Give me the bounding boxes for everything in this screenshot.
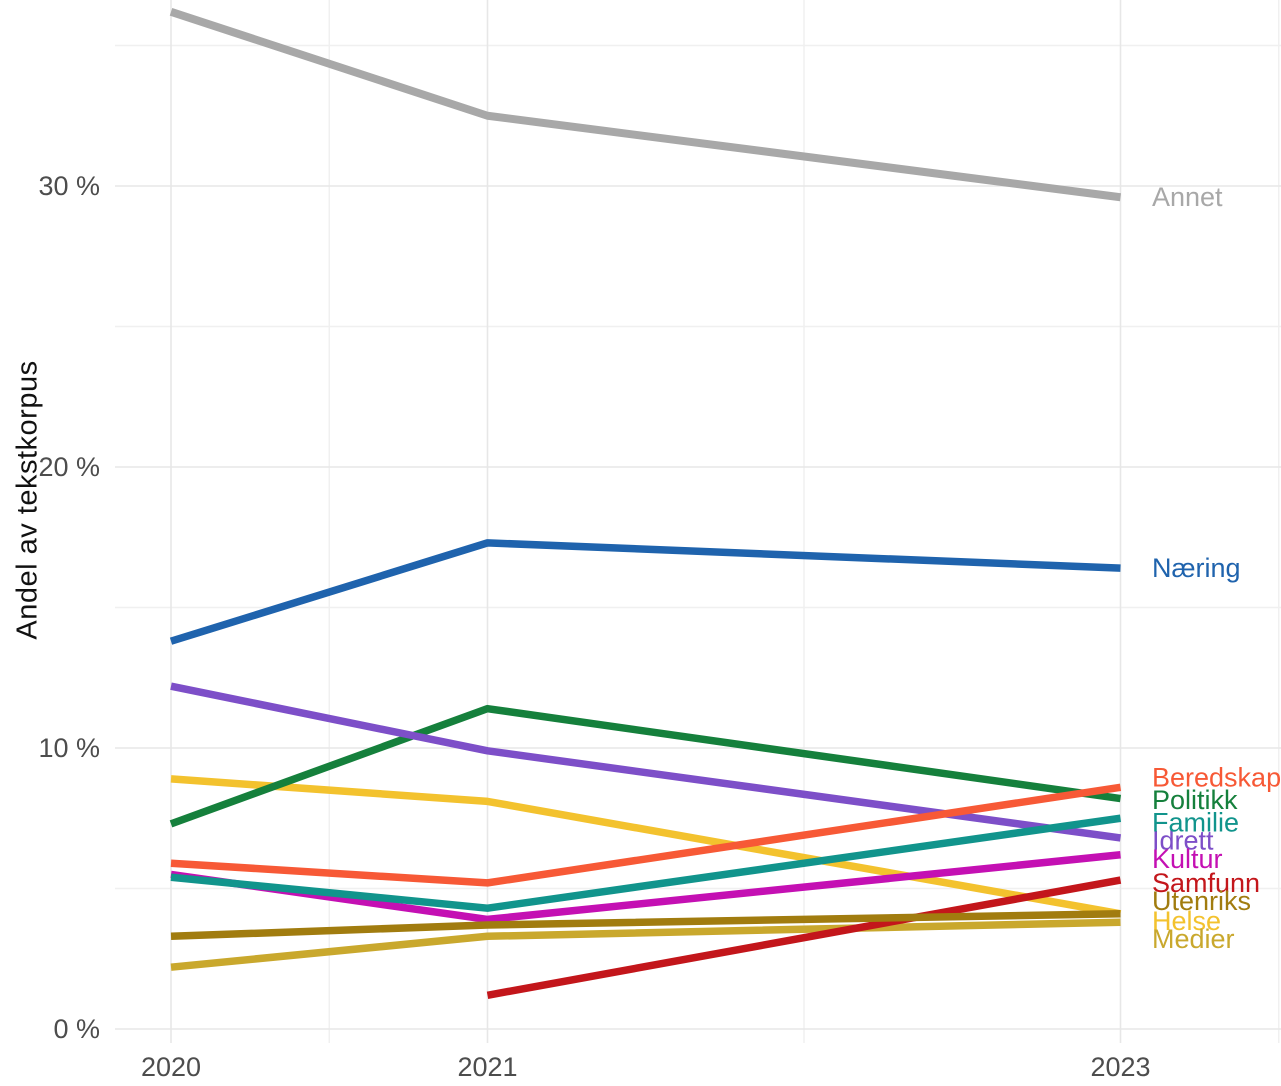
x-tick-label: 2020 (141, 1052, 201, 1082)
series-line-familie (170, 814, 1122, 912)
series-label-beredskap: Beredskap (1152, 763, 1281, 793)
x-tick-label: 2021 (457, 1052, 517, 1082)
y-tick-label: 20 % (38, 452, 100, 482)
series-label-familie: Familie (1152, 807, 1239, 837)
series-line-utenriks (170, 910, 1121, 941)
series-label-idrett: Idrett (1152, 826, 1214, 856)
series-label-politikk: Politikk (1152, 785, 1238, 815)
series-label-samfunn: Samfunn (1152, 868, 1260, 898)
y-tick-label: 0 % (53, 1014, 100, 1044)
y-tick-label: 30 % (38, 171, 100, 201)
series-label-helse: Helse (1152, 906, 1221, 936)
series-line-idrett (170, 682, 1122, 842)
series-line-næring (169, 539, 1121, 645)
series-label-utenriks: Utenriks (1152, 886, 1251, 916)
x-tick-label: 2023 (1090, 1052, 1150, 1082)
series-line-politikk (169, 704, 1122, 828)
series-line-annet (169, 7, 1122, 202)
series-label-annet: Annet (1152, 182, 1223, 212)
series-line-samfunn (486, 876, 1122, 999)
y-tick-label: 10 % (38, 733, 100, 763)
series-label-medier: Medier (1152, 924, 1235, 954)
series-label-kultur: Kultur (1152, 844, 1223, 874)
series-label-næring: Næring (1152, 553, 1241, 583)
series-line-beredskap (170, 783, 1122, 887)
y-axis-title: Andel av tekstkorpus (11, 360, 44, 640)
series-line-medier (170, 918, 1121, 971)
